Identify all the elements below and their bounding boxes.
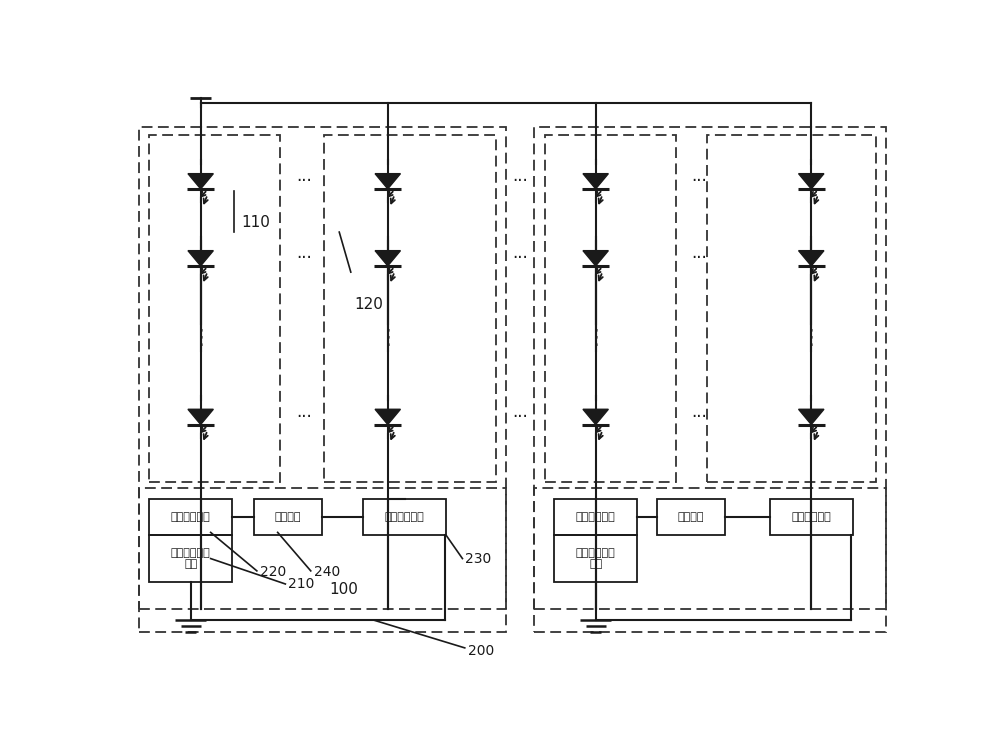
Text: 100: 100 bbox=[329, 582, 358, 597]
Polygon shape bbox=[799, 173, 824, 189]
Text: 200: 200 bbox=[468, 644, 494, 658]
Bar bbox=[149, 135, 280, 482]
Text: ···: ··· bbox=[512, 173, 528, 190]
Text: ···: ··· bbox=[297, 408, 312, 426]
Bar bbox=[149, 498, 232, 536]
Polygon shape bbox=[799, 251, 824, 266]
Bar bbox=[534, 128, 886, 610]
Bar bbox=[534, 488, 886, 633]
Text: ···: ··· bbox=[297, 249, 312, 267]
Text: ···: ··· bbox=[297, 173, 312, 190]
Bar bbox=[707, 135, 876, 482]
Text: ···: ··· bbox=[691, 249, 707, 267]
Text: ···: ··· bbox=[512, 249, 528, 267]
Polygon shape bbox=[799, 409, 824, 424]
Text: 控制单元: 控制单元 bbox=[274, 512, 301, 522]
Text: 控制单元: 控制单元 bbox=[678, 512, 704, 522]
Bar bbox=[545, 135, 676, 482]
Text: 第二开关单元: 第二开关单元 bbox=[791, 512, 831, 522]
Polygon shape bbox=[583, 409, 608, 424]
Text: 110: 110 bbox=[241, 214, 270, 229]
Polygon shape bbox=[583, 251, 608, 266]
Text: ⋮: ⋮ bbox=[801, 328, 822, 347]
Bar bbox=[363, 498, 446, 536]
Bar bbox=[139, 488, 506, 633]
Polygon shape bbox=[188, 409, 213, 424]
Bar bbox=[324, 135, 496, 482]
Text: ⋮: ⋮ bbox=[190, 328, 211, 347]
Polygon shape bbox=[375, 409, 400, 424]
Text: ···: ··· bbox=[691, 173, 707, 190]
Polygon shape bbox=[188, 173, 213, 189]
Text: ···: ··· bbox=[691, 408, 707, 426]
Text: ⋮: ⋮ bbox=[377, 328, 398, 347]
Bar bbox=[554, 498, 637, 536]
Text: 120: 120 bbox=[355, 297, 384, 312]
Text: 230: 230 bbox=[465, 551, 491, 565]
Text: 240: 240 bbox=[314, 565, 340, 580]
Text: 第一开关单元: 第一开关单元 bbox=[576, 512, 616, 522]
Bar bbox=[139, 128, 506, 610]
Polygon shape bbox=[375, 173, 400, 189]
Text: 灯组状态检测
单元: 灯组状态检测 单元 bbox=[171, 548, 211, 569]
Text: 第二开关单元: 第二开关单元 bbox=[385, 512, 425, 522]
Bar bbox=[554, 536, 637, 582]
Text: 220: 220 bbox=[260, 565, 286, 580]
Text: ···: ··· bbox=[512, 408, 528, 426]
Polygon shape bbox=[583, 173, 608, 189]
Polygon shape bbox=[375, 251, 400, 266]
Bar bbox=[770, 498, 853, 536]
Text: 灯组状态检测
单元: 灯组状态检测 单元 bbox=[576, 548, 616, 569]
Text: 210: 210 bbox=[288, 577, 314, 591]
Bar bbox=[254, 498, 322, 536]
Polygon shape bbox=[188, 251, 213, 266]
Bar bbox=[657, 498, 725, 536]
Text: ⋮: ⋮ bbox=[585, 328, 606, 347]
Text: 第一开关单元: 第一开关单元 bbox=[171, 512, 211, 522]
Bar bbox=[149, 536, 232, 582]
